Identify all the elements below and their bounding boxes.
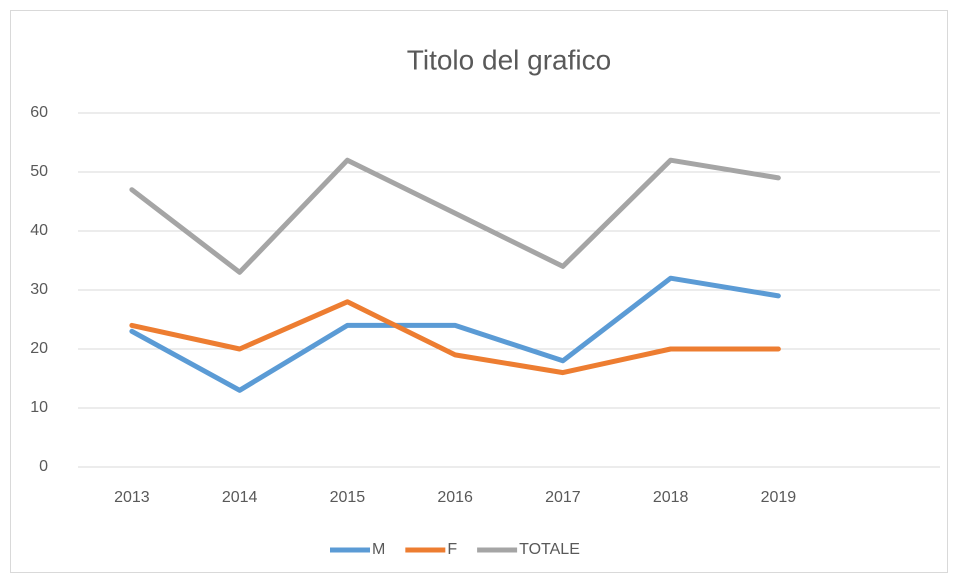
y-tick-label: 0 [39, 458, 48, 475]
legend-label: F [447, 541, 457, 558]
x-tick-label: 2018 [653, 489, 689, 506]
y-tick-label: 20 [30, 340, 48, 357]
chart-frame [10, 10, 948, 573]
y-tick-label: 40 [30, 222, 48, 239]
y-tick-label: 50 [30, 163, 48, 180]
y-tick-label: 30 [30, 281, 48, 298]
y-tick-label: 10 [30, 399, 48, 416]
legend-label: TOTALE [519, 541, 580, 558]
x-tick-label: 2017 [545, 489, 581, 506]
x-tick-label: 2015 [330, 489, 366, 506]
x-tick-label: 2016 [437, 489, 473, 506]
y-tick-label: 60 [30, 104, 48, 121]
line-series [129, 157, 781, 275]
x-tick-label: 2013 [114, 489, 150, 506]
legend-label: M [372, 541, 385, 558]
chart-title: Titolo del grafico [407, 44, 611, 75]
x-tick-label: 2019 [761, 489, 797, 506]
line-series [129, 275, 781, 393]
line-series [129, 299, 781, 376]
x-tick-label: 2014 [222, 489, 258, 506]
